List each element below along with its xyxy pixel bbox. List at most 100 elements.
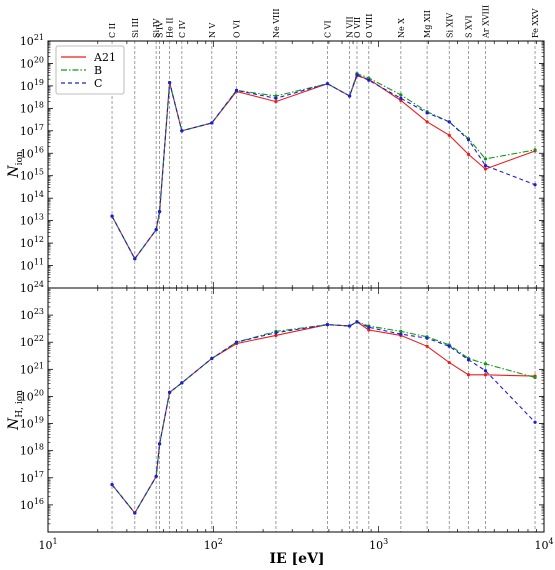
x-tick-label: 104	[534, 537, 553, 552]
x-axis-label: IE [eV]	[269, 551, 324, 567]
data-point-C	[154, 474, 158, 479]
y-tick-label: 1020	[20, 55, 44, 70]
data-point-A21	[447, 360, 451, 365]
ion-label: Ne X	[397, 18, 406, 38]
y-tick-label: 1018	[20, 100, 44, 115]
data-point-A21	[483, 373, 488, 377]
ion-label: N V	[208, 22, 217, 38]
y-tick-label: 1024	[20, 280, 44, 295]
series-line-C	[111, 73, 536, 260]
data-point-A21	[274, 333, 278, 338]
ion-label: Si IV	[152, 18, 161, 38]
series-line-A21	[111, 75, 536, 260]
ion-label: C IV	[178, 20, 187, 38]
data-point-C	[466, 138, 471, 142]
data-point-C	[325, 323, 330, 327]
data-point-C	[234, 340, 239, 344]
x-tick-label: 102	[204, 537, 223, 552]
ion-label: O VI	[233, 20, 242, 38]
ion-label: O VIII	[365, 14, 374, 38]
y-tick-label: 1019	[20, 78, 44, 93]
data-point-C	[210, 356, 214, 361]
ion-label: C VI	[323, 20, 332, 38]
data-point-C	[157, 442, 162, 446]
data-point-C	[355, 73, 359, 77]
data-point-B	[367, 76, 371, 80]
data-point-B	[399, 329, 403, 333]
series-line-A21	[111, 321, 536, 514]
data-point-B	[533, 148, 537, 152]
data-point-A21	[425, 120, 429, 124]
data-point-C	[399, 96, 403, 100]
ion-label: Ar XVIII	[481, 5, 490, 39]
data-point-B	[399, 93, 403, 97]
ion-label: S IV	[156, 21, 165, 38]
data-point-A21	[274, 100, 278, 104]
legend-box	[55, 45, 125, 95]
data-point-C	[325, 82, 330, 86]
ion-label: Mg XII	[423, 10, 432, 38]
data-point-C	[367, 78, 371, 82]
data-point-C	[425, 336, 429, 340]
data-point-C	[274, 331, 278, 335]
data-point-A21	[466, 152, 471, 156]
data-point-C	[210, 121, 214, 125]
data-point-C	[110, 482, 114, 487]
data-point-C	[110, 214, 114, 218]
top-panel: 1011101210131014101510161017101810191020…	[6, 33, 545, 289]
ion-guide-layer: C II Si III Si IVS IV He II C IV N V O VI Ne VI…	[108, 5, 540, 532]
y-tick-label: 1017	[20, 123, 44, 138]
ion-label: Ne VIII	[272, 8, 281, 38]
y-tick-label: 1017	[20, 470, 44, 485]
data-point-A21	[399, 98, 403, 103]
data-point-C	[425, 111, 429, 115]
data-point-C	[483, 369, 488, 373]
ion-label: S XVI	[464, 15, 473, 38]
data-point-C	[133, 257, 137, 261]
y-tick-label: 1014	[20, 190, 44, 205]
y-tick-label: 1018	[20, 443, 44, 458]
y-tick-label: 1011	[20, 258, 44, 273]
ion-label: Si III	[131, 18, 140, 38]
data-point-C	[355, 320, 359, 324]
y-tick-label: 1021	[20, 33, 44, 48]
x-tick-label: 103	[369, 537, 388, 552]
data-point-C	[180, 129, 184, 133]
series-line-B	[111, 72, 536, 260]
data-point-C	[347, 324, 352, 328]
data-point-B	[483, 157, 488, 161]
ion-label: C II	[108, 23, 117, 38]
y-tick-label: 1013	[20, 213, 44, 228]
y-tick-label: 1015	[20, 168, 44, 183]
ion-label: N VII	[346, 16, 355, 38]
data-point-C	[367, 325, 371, 329]
data-point-A21	[447, 133, 451, 137]
data-point-C	[447, 120, 451, 124]
ion-label: Si XIV	[445, 13, 454, 38]
data-point-C	[274, 96, 278, 100]
data-point-C	[234, 88, 239, 92]
data-point-C	[447, 344, 451, 348]
data-point-C	[533, 183, 537, 187]
y-tick-label: 1022	[20, 334, 44, 349]
data-point-C	[399, 332, 403, 336]
bottom-panel: 101610171018101910201021102210231024NH, …	[6, 280, 545, 533]
data-point-C	[483, 164, 488, 168]
data-point-A21	[466, 373, 471, 377]
data-point-A21	[367, 328, 371, 332]
ion-label: He II	[166, 17, 175, 38]
y-tick-label: 1016	[20, 497, 44, 512]
data-point-C	[180, 381, 184, 385]
legend-label: C	[94, 77, 102, 90]
data-point-B	[483, 362, 488, 366]
x-axis: 101 102 103 104	[38, 41, 554, 552]
data-point-C	[133, 511, 137, 515]
data-point-A21	[425, 344, 429, 348]
legend-label: B	[94, 64, 102, 77]
y-tick-label: 1021	[20, 361, 44, 376]
data-point-C	[466, 358, 471, 362]
data-point-C	[168, 390, 172, 394]
data-point-C	[168, 80, 172, 85]
